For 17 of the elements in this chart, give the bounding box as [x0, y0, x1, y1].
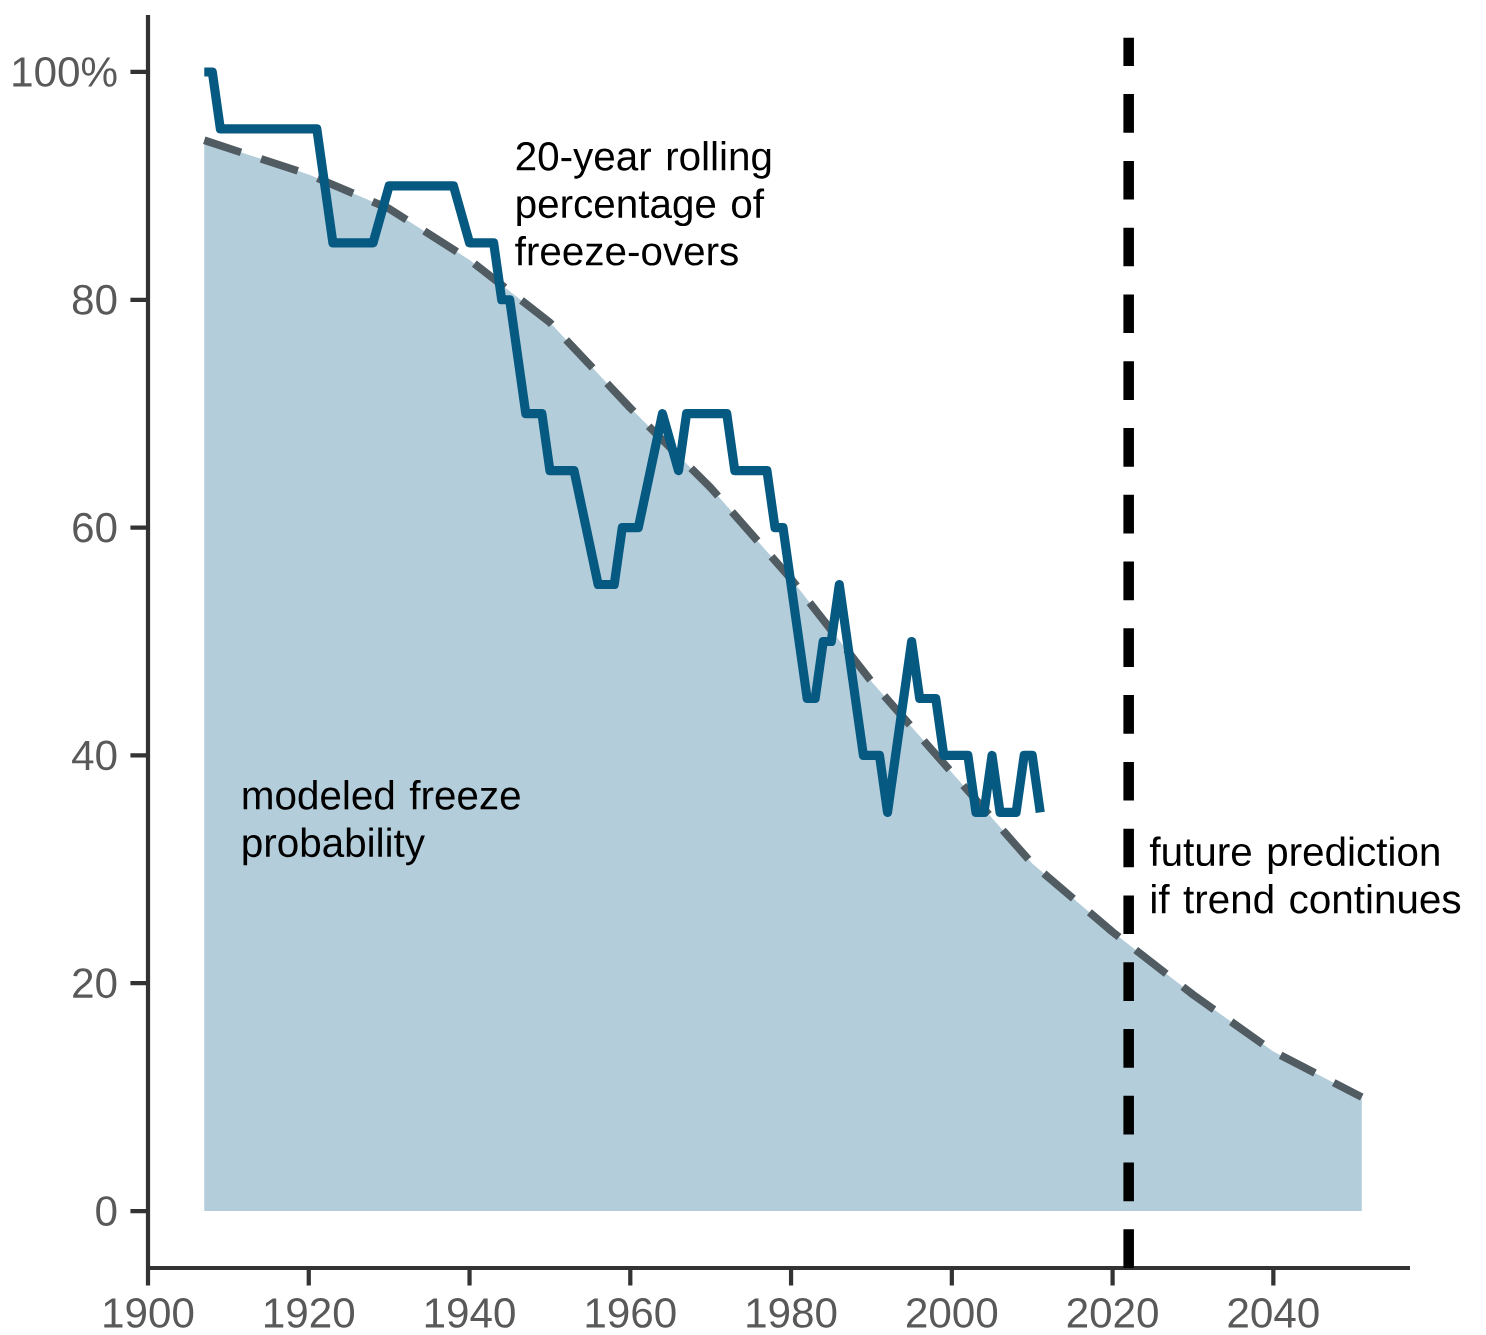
series-label: 20-year rolling percentage of freeze-overs [515, 141, 771, 266]
x-tick-label: 1960 [586, 1298, 676, 1328]
ref-line-label: future prediction if trend continues [1149, 836, 1461, 914]
x-tick-label: 1920 [265, 1298, 355, 1328]
series-label: modeled freeze probability [243, 780, 520, 866]
x-tick-label: 2000 [907, 1298, 998, 1328]
x-tick-label: 1940 [425, 1298, 515, 1328]
x-tick-label: 1980 [747, 1298, 837, 1328]
x-tick-label: 2040 [1228, 1298, 1319, 1328]
y-tick-label: 60 [73, 512, 117, 543]
y-tick-label: 100% [13, 57, 117, 87]
y-tick-label: 80 [72, 284, 117, 315]
y-tick-label: 0 [96, 1196, 117, 1226]
y-tick-label: 20 [73, 968, 117, 999]
y-tick-label: 40 [72, 740, 117, 771]
x-tick-label: 1900 [104, 1298, 194, 1328]
x-tick-label: 2020 [1067, 1298, 1158, 1328]
